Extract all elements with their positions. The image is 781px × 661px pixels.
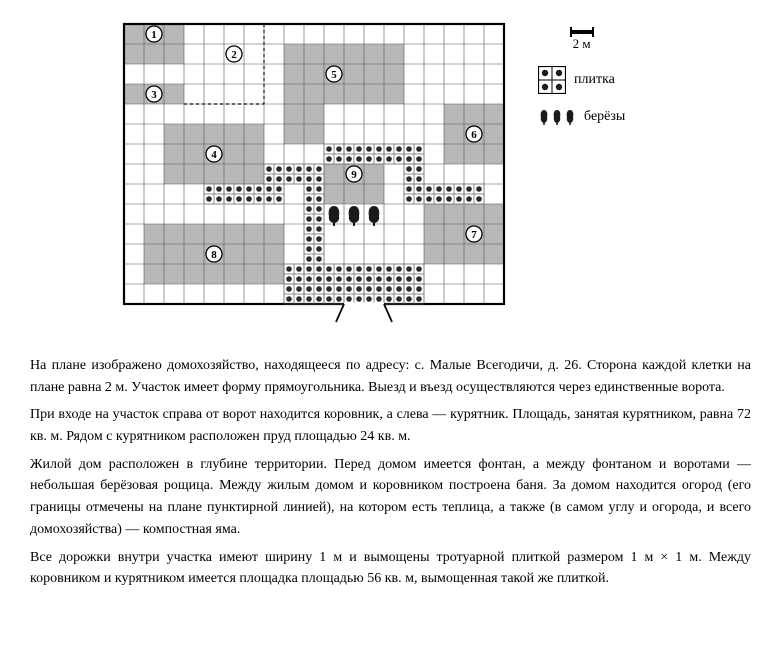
paragraph-4: Все дорожки внутри участка имеют ширину …: [30, 547, 751, 590]
svg-text:1: 1: [151, 29, 157, 41]
svg-text:9: 9: [351, 169, 357, 181]
legend-tree-row: берёзы: [538, 106, 625, 128]
svg-text:2: 2: [231, 49, 237, 61]
paragraph-3: Жилой дом расположен в глубине территори…: [30, 454, 751, 541]
svg-text:7: 7: [471, 229, 477, 241]
svg-text:4: 4: [211, 149, 217, 161]
legend: 2 м плитка: [538, 20, 625, 330]
svg-text:3: 3: [151, 89, 157, 101]
scale-label: 2 м: [573, 34, 591, 54]
text-body: На плане изображено домохозяйство, наход…: [30, 355, 751, 590]
site-plan-diagram: 1 2 3 4 5 6 7 8 9: [120, 20, 508, 330]
figure-area: 1 2 3 4 5 6 7 8 9 2 м плитка: [30, 20, 751, 330]
tile-icon: [538, 66, 566, 94]
legend-tree-label: берёзы: [584, 106, 625, 128]
svg-text:6: 6: [471, 129, 477, 141]
paragraph-2: При входе на участок справа от ворот нах…: [30, 404, 751, 447]
tree-icon: [538, 108, 576, 126]
svg-text:8: 8: [211, 249, 217, 261]
svg-text:5: 5: [331, 69, 337, 81]
legend-tile-label: плитка: [574, 69, 615, 91]
legend-tile-row: плитка: [538, 66, 625, 94]
paragraph-1: На плане изображено домохозяйство, наход…: [30, 355, 751, 398]
legend-scale: 2 м: [538, 30, 625, 54]
